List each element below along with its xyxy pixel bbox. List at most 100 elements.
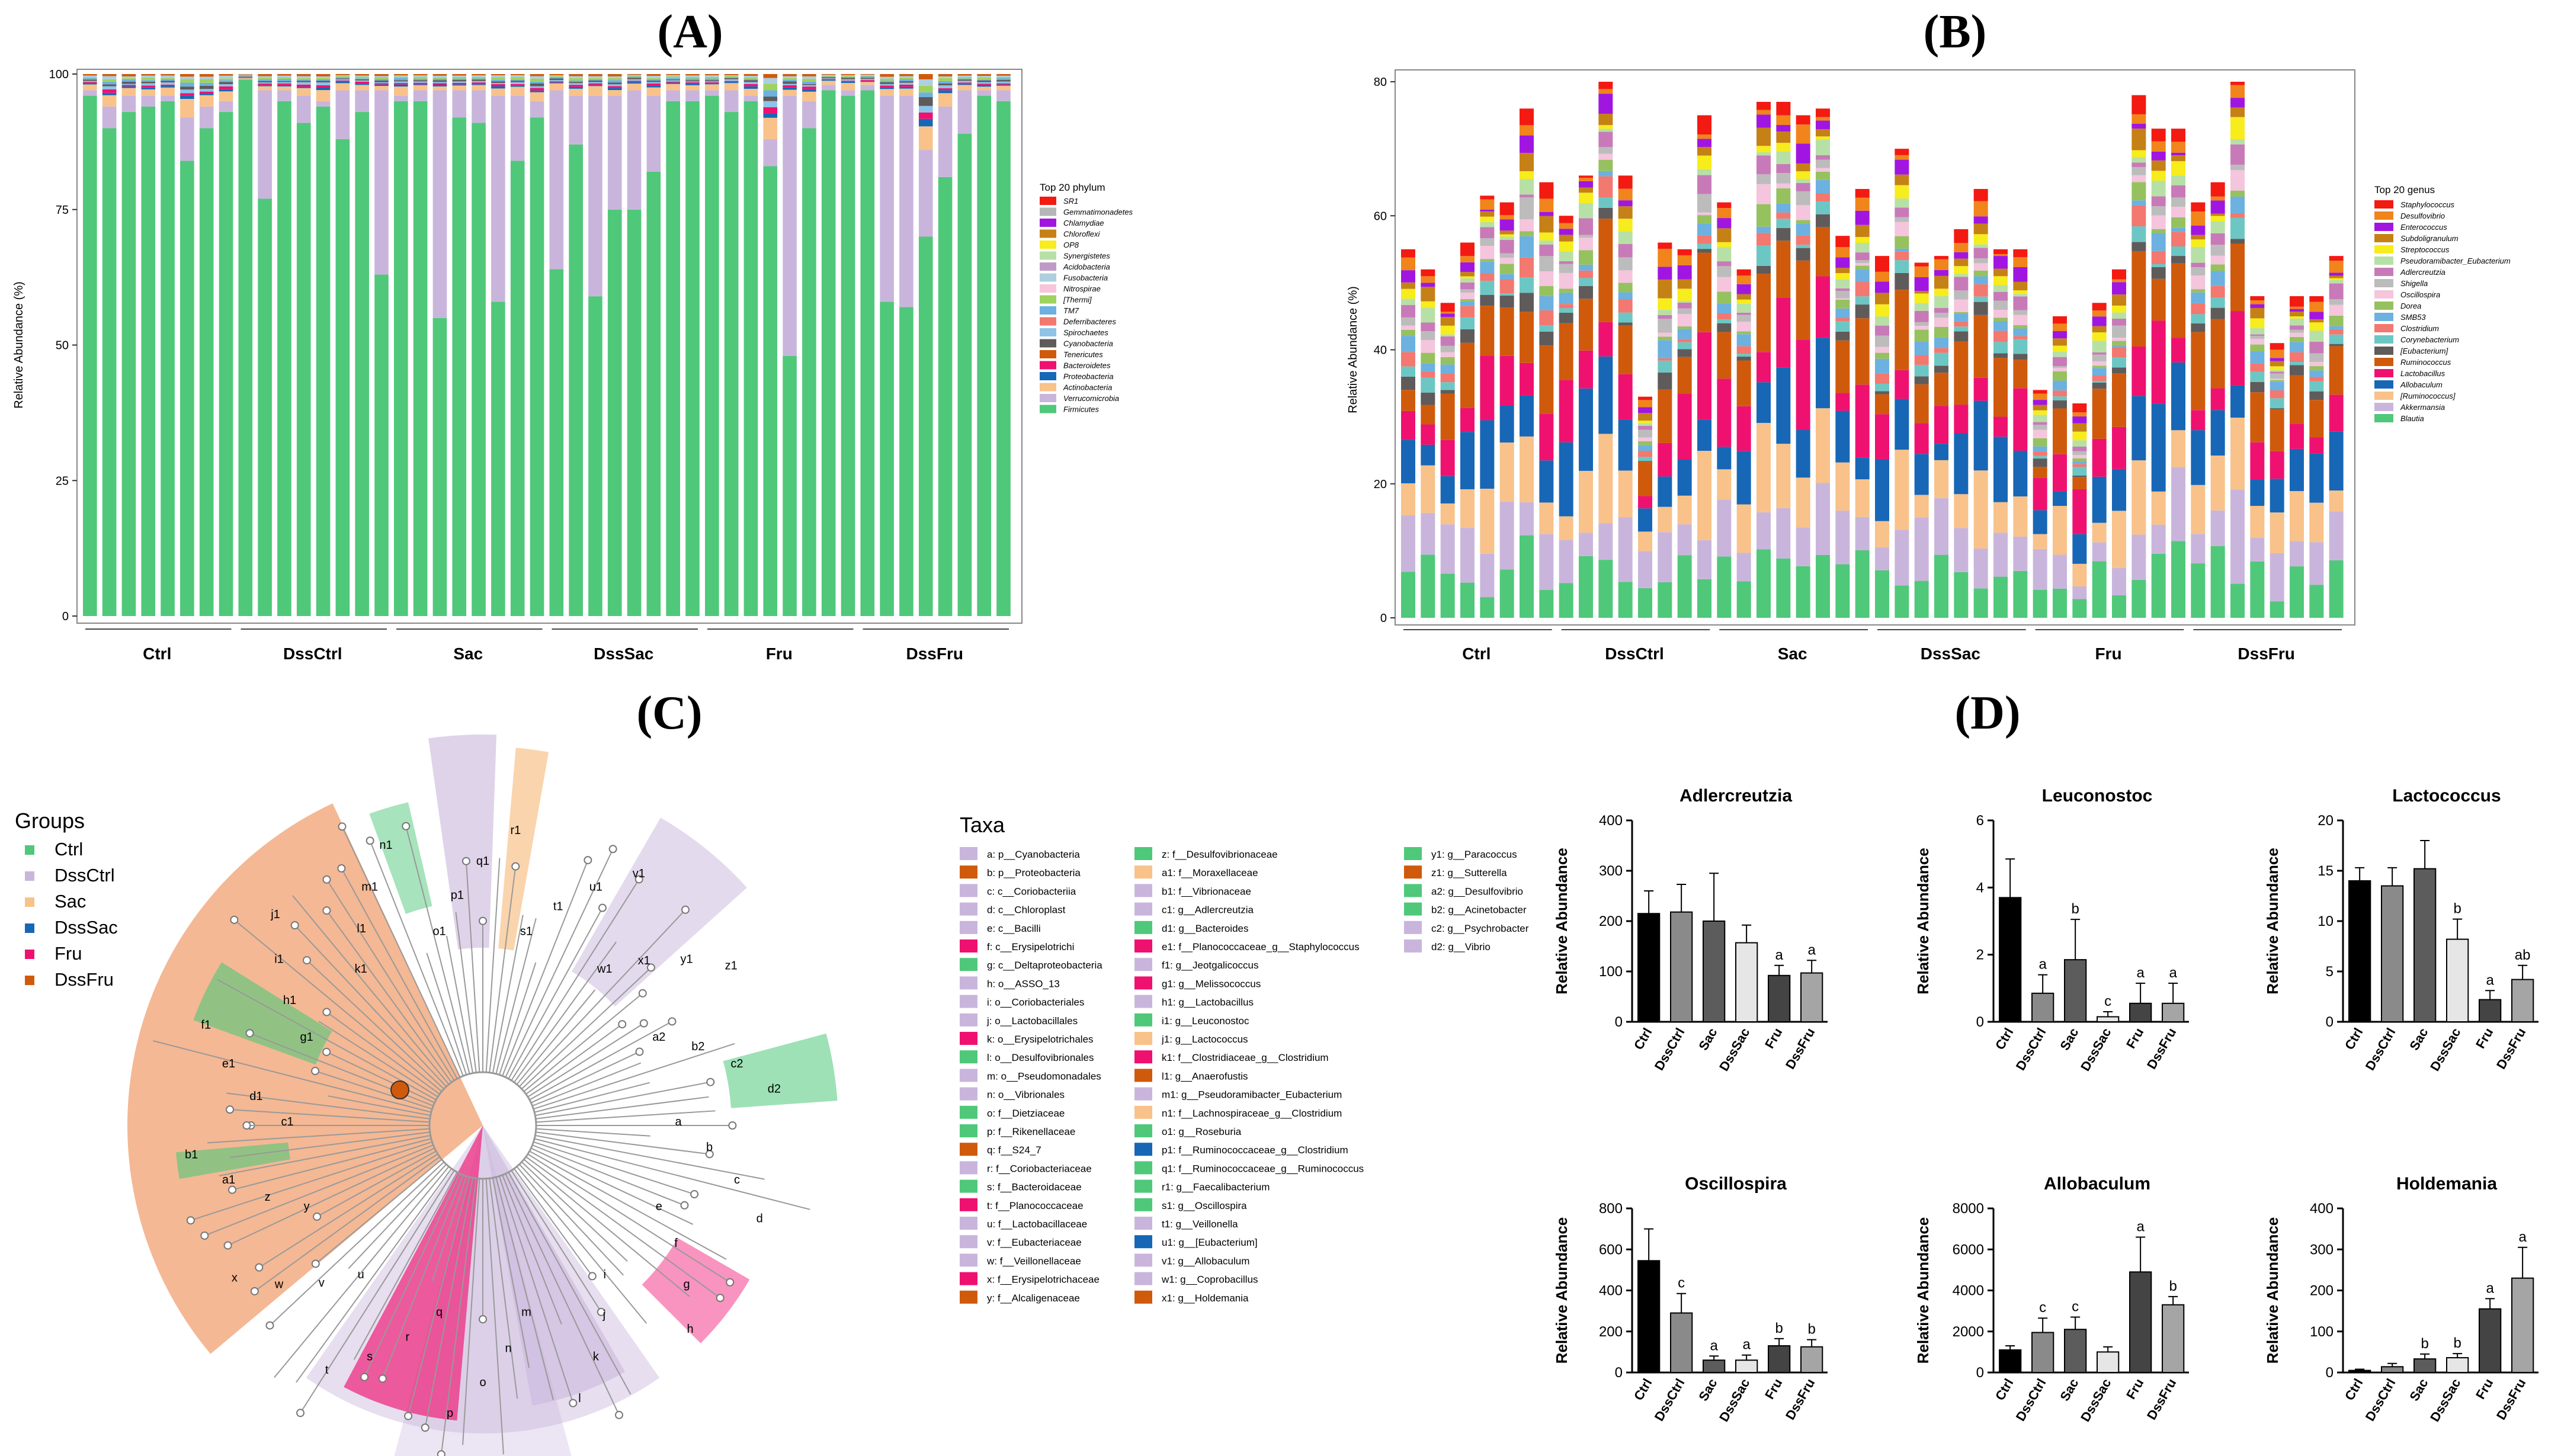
bar-segment (802, 81, 816, 84)
bar-segment (472, 75, 486, 77)
bar-segment (1835, 298, 1850, 300)
bar-segment (918, 97, 933, 106)
bar-segment (627, 81, 642, 82)
bar-segment (1855, 550, 1870, 618)
bar-segment (783, 81, 797, 84)
bar-segment (1835, 268, 1850, 274)
taxa-label: a: p__Cyanobacteria (987, 849, 1080, 860)
subplot-title: Holdemania (2396, 1174, 2497, 1194)
bar-segment (1736, 275, 1751, 284)
bar-segment (2309, 353, 2324, 363)
bar-segment (2092, 326, 2107, 333)
bar-segment (2033, 405, 2047, 410)
legend-swatch (2374, 414, 2393, 422)
bar-segment (1914, 291, 1929, 294)
bar-segment (1717, 228, 1732, 242)
taxa-swatch (960, 1161, 977, 1175)
taxa-label: x: f__Erysipelotrichaceae (987, 1274, 1100, 1285)
bar-segment (841, 83, 855, 91)
x-tick-label: DssCtrl (2013, 1025, 2049, 1073)
taxa-label: k1: f__Clostridiaceae_g__Clostridium (1162, 1052, 1329, 1063)
bar-segment (802, 79, 816, 82)
bar-segment (743, 82, 758, 84)
bar-segment (569, 80, 583, 82)
bar-segment (2013, 328, 2028, 336)
bar-segment (860, 81, 875, 82)
node-label: l (578, 1392, 581, 1405)
bar-segment (880, 82, 894, 84)
bar-segment (1914, 293, 1929, 303)
branch (495, 918, 537, 1075)
bar-segment (2053, 396, 2067, 400)
taxa-swatch (960, 1253, 977, 1267)
bar-segment (569, 144, 583, 616)
bar-segment (938, 177, 953, 617)
bar-segment (472, 78, 486, 80)
bar-segment (1539, 310, 1554, 326)
bar-segment (1855, 318, 1870, 385)
bar-segment (2309, 377, 2324, 381)
legend-label: Synergistetes (1063, 252, 1110, 261)
bar-segment (374, 86, 389, 91)
bar-segment (2250, 328, 2265, 335)
bar-segment (1520, 436, 1534, 502)
bar-segment (666, 80, 680, 82)
bar-segment (646, 74, 661, 76)
plot-frame (1395, 69, 2355, 626)
bar-segment (1835, 318, 1850, 322)
bar-segment (802, 85, 816, 87)
significance-letter: b (2421, 1336, 2428, 1352)
bar-segment (1559, 442, 1573, 517)
bar-segment (2151, 206, 2166, 216)
bar-segment (1855, 479, 1870, 517)
bar-segment (452, 82, 467, 85)
bar-segment (2250, 336, 2265, 339)
bar-segment (1914, 341, 1929, 355)
bar-segment (1796, 124, 1810, 144)
bar-segment (491, 81, 505, 84)
bar-segment (763, 166, 778, 616)
bar-segment (1934, 406, 1948, 444)
bar-segment (743, 74, 758, 76)
bar-segment (1499, 296, 1514, 308)
node-label: q1 (476, 855, 489, 868)
bar-segment (2112, 325, 2126, 338)
bar-segment (1717, 332, 1732, 379)
node-label: a2 (652, 1031, 665, 1044)
node-label: t1 (553, 900, 563, 913)
bar-segment (1677, 326, 1692, 329)
bar-segment (1598, 89, 1613, 94)
taxa-swatch (1134, 847, 1152, 860)
bar-segment (1440, 476, 1455, 503)
bar-segment (763, 84, 778, 91)
bar-segment (1973, 400, 1988, 471)
leaf-node (597, 1307, 605, 1316)
bar-segment (1736, 284, 1751, 294)
bar-segment (1697, 332, 1711, 420)
bar-segment (2250, 307, 2265, 319)
bar-segment (258, 76, 272, 78)
branch (489, 866, 517, 1073)
bar-segment (335, 139, 350, 617)
bar (2479, 1308, 2502, 1374)
bar-segment (1658, 318, 1672, 333)
bar-segment (1520, 108, 1534, 126)
bar-segment (1579, 299, 1593, 351)
branch (274, 1166, 450, 1378)
bar-segment (666, 81, 680, 83)
bar-segment (2151, 264, 2166, 267)
bar-segment (1579, 235, 1593, 238)
leaf-node (668, 1017, 677, 1026)
taxa-swatch (1134, 958, 1152, 971)
bar-segment (1440, 573, 1455, 618)
legend-swatch (1040, 361, 1056, 370)
group-label: Fru (2095, 644, 2121, 663)
bar-segment (1598, 207, 1613, 219)
legend-label: OP8 (1063, 240, 1079, 249)
bar-segment (1757, 114, 1771, 128)
bar-segment (1757, 127, 1771, 146)
bar-segment (2210, 233, 2225, 245)
bar-segment (1757, 110, 1771, 115)
bar-segment (2250, 363, 2265, 372)
